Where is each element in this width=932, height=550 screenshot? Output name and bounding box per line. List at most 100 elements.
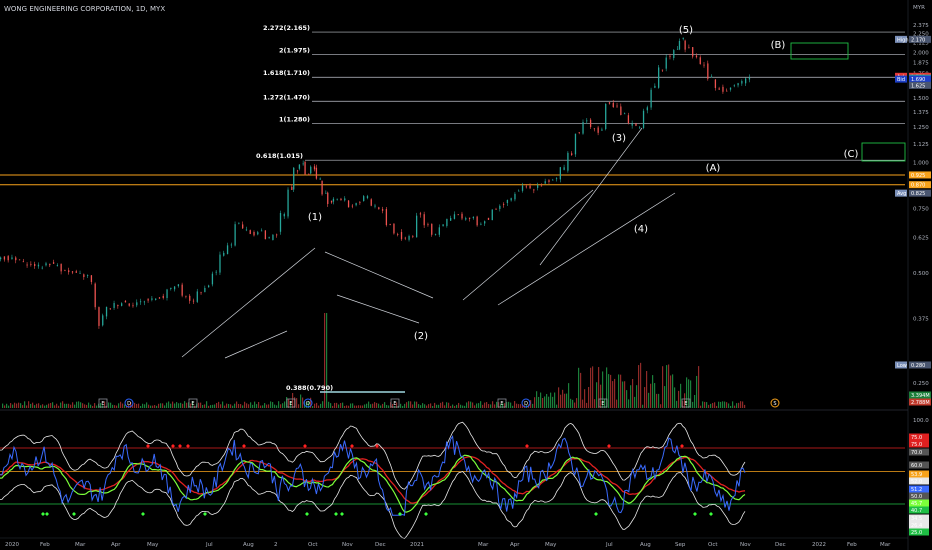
- volume-bar: [378, 403, 380, 408]
- volume-bar: [424, 404, 426, 408]
- candle-body: [226, 245, 229, 255]
- volume-bar: [230, 404, 232, 408]
- candle-body: [330, 200, 333, 203]
- price-tick-label: 1.125: [913, 142, 929, 148]
- osc-tag-box: [909, 492, 929, 500]
- candle-body: [491, 209, 493, 221]
- volume-bar: [430, 403, 432, 408]
- candle-body: [605, 103, 607, 130]
- volume-bar: [216, 403, 218, 408]
- candle-body: [177, 284, 180, 287]
- volume-tag-box: [909, 391, 931, 399]
- dividend-label: D: [306, 401, 310, 407]
- price-tick-label: 2.000: [913, 50, 929, 56]
- volume-bar: [262, 405, 264, 408]
- volume-bar: [512, 405, 514, 408]
- candle-body: [748, 77, 751, 80]
- price-tick-label: 0.500: [913, 271, 929, 277]
- volume-bar: [98, 403, 100, 408]
- volume-bar: [416, 401, 418, 408]
- channel-line: [324, 251, 434, 299]
- candle-body: [567, 152, 569, 171]
- volume-bar: [132, 405, 134, 408]
- volume-bar: [628, 399, 630, 408]
- volume-bar: [634, 396, 636, 408]
- osc-tag-box: [909, 514, 929, 522]
- candle-body: [733, 85, 735, 87]
- candle-body: [461, 213, 463, 219]
- volume-bar: [116, 405, 118, 408]
- volume-bar: [274, 404, 276, 408]
- volume-bar: [490, 404, 492, 408]
- candle-body: [431, 223, 433, 235]
- candle-body: [499, 205, 501, 209]
- price-tag-box: [909, 189, 931, 197]
- candle-body: [703, 64, 705, 66]
- candle-body: [593, 128, 596, 130]
- candle-body: [737, 83, 739, 86]
- volume-bar: [46, 404, 48, 408]
- sell-signal-marker: [680, 444, 684, 448]
- volume-bar: [586, 402, 588, 408]
- volume-bar: [200, 402, 202, 408]
- osc-tag-box: [909, 485, 929, 493]
- volume-bar: [158, 403, 160, 408]
- candle-body: [132, 305, 134, 307]
- osc-tag-box: [909, 477, 929, 485]
- time-tick-label: Oct: [708, 542, 718, 548]
- candle-body: [631, 123, 633, 126]
- candle-body: [699, 57, 701, 64]
- earnings-marker: [598, 398, 608, 408]
- volume-bar: [370, 404, 372, 408]
- buy-signal-marker: [709, 512, 713, 516]
- volume-bar: [730, 405, 732, 408]
- volume-bar: [534, 397, 536, 408]
- price-tick-label: 1.000: [913, 161, 929, 167]
- osc-tag-value: 40.7: [911, 508, 922, 514]
- volume-bar: [672, 374, 674, 408]
- volume-bar: [414, 401, 416, 408]
- candle-body: [327, 192, 329, 204]
- osc-tag-value: 53.9: [911, 472, 922, 478]
- volume-bar: [58, 405, 60, 408]
- candle-body: [136, 302, 138, 306]
- buy-signal-marker: [334, 512, 338, 516]
- volume-bar: [14, 402, 16, 408]
- split-marker: [770, 398, 780, 408]
- sell-signal-marker: [525, 444, 529, 448]
- candle-body: [293, 167, 295, 190]
- time-tick-label: 2021: [410, 542, 424, 548]
- buy-signal-marker: [398, 512, 402, 516]
- volume-bar: [486, 402, 488, 408]
- volume-bar: [538, 396, 540, 408]
- volume-bar: [172, 401, 174, 408]
- fib-label: 2(1.975): [279, 46, 310, 54]
- volume-bar: [546, 393, 548, 408]
- volume-bar: [68, 403, 70, 408]
- candle-body: [533, 189, 535, 191]
- time-tick-label: May: [545, 542, 557, 548]
- volume-bar: [160, 403, 162, 408]
- volume-bar: [496, 401, 498, 408]
- volume-bar: [144, 404, 146, 408]
- volume-bar: [164, 405, 166, 408]
- candle-body: [472, 216, 475, 219]
- volume-bar: [336, 402, 338, 408]
- candle-body: [249, 230, 251, 234]
- volume-bar: [264, 403, 266, 408]
- volume-bar: [66, 403, 68, 408]
- volume-bar: [564, 393, 566, 408]
- osc-tag-value: 75.0: [911, 442, 922, 448]
- volume-bar: [422, 403, 424, 408]
- candle-body: [646, 107, 648, 111]
- candle-body: [117, 305, 119, 307]
- osc-tag-value: 51.2: [911, 487, 922, 493]
- candle-body: [230, 244, 232, 246]
- candle-body: [242, 224, 244, 229]
- volume-bar: [42, 404, 44, 408]
- volume-bar: [124, 404, 126, 408]
- volume-bar: [202, 404, 204, 408]
- volume-bar: [612, 381, 614, 408]
